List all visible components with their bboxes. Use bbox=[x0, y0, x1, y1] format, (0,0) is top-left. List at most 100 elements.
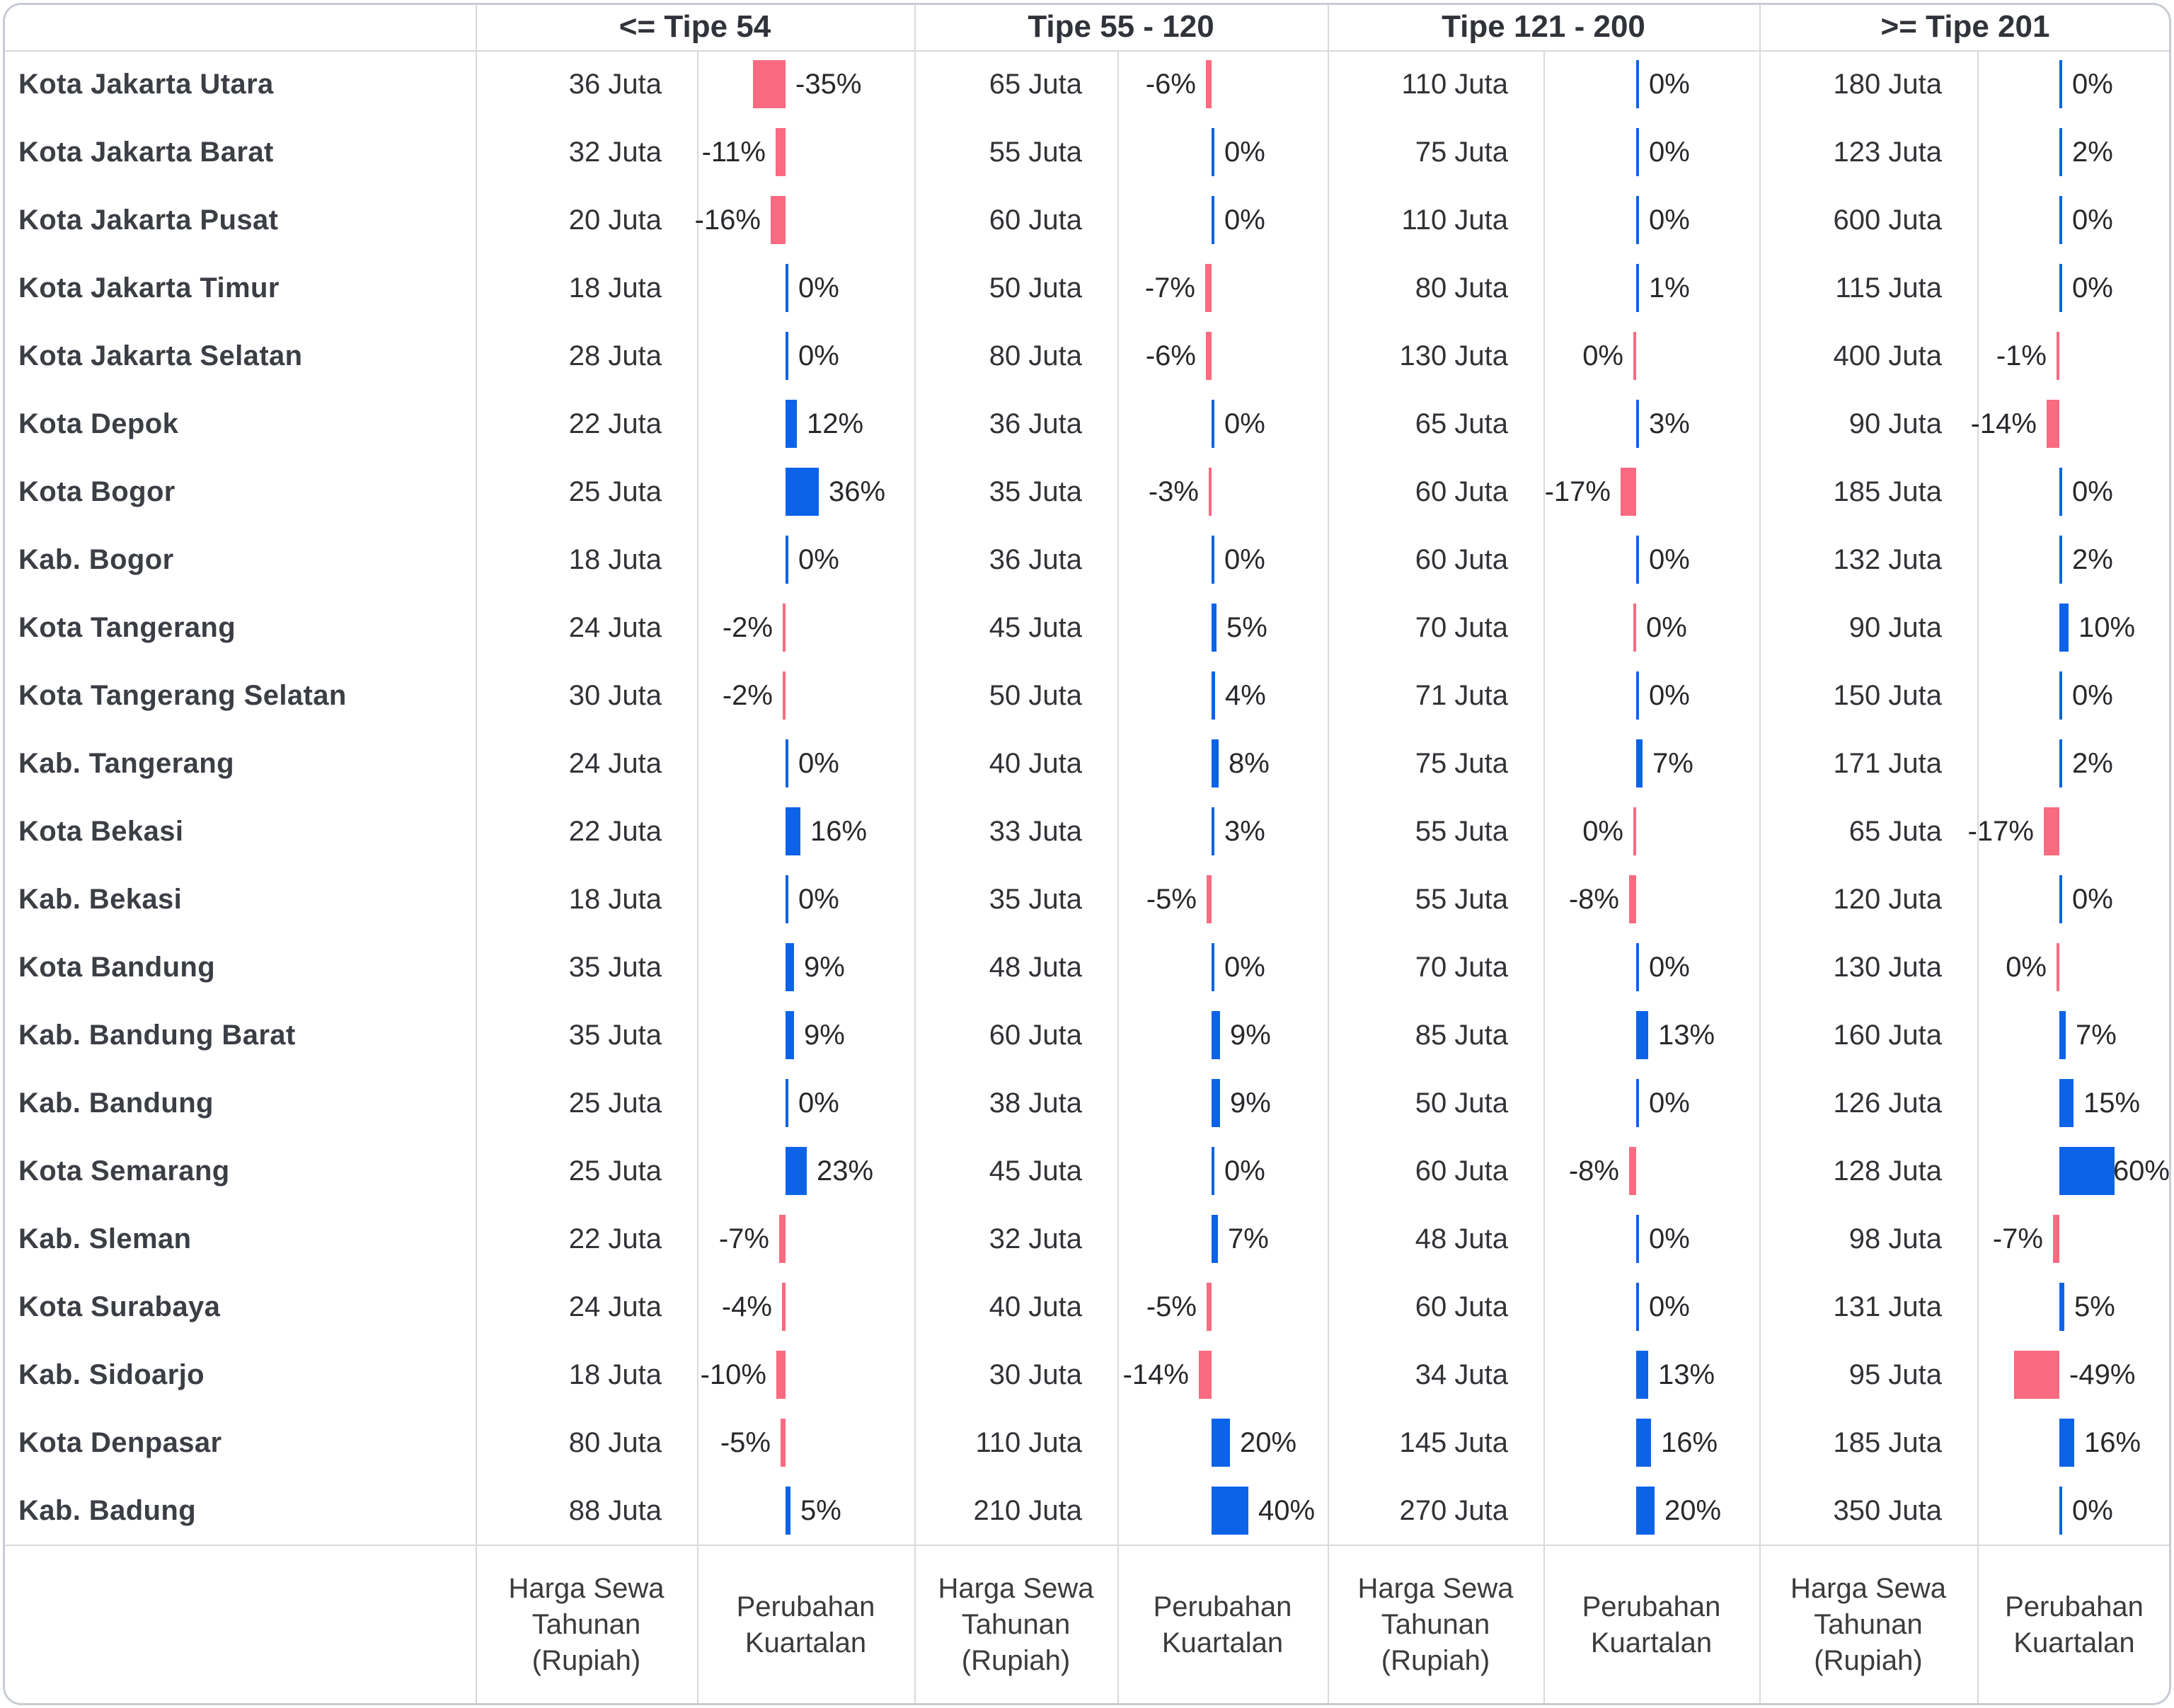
change-bar[interactable] bbox=[1212, 1487, 1248, 1535]
price-value[interactable]: 60 Juta bbox=[989, 204, 1082, 236]
price-value[interactable]: 60 Juta bbox=[1415, 1155, 1508, 1187]
change-bar[interactable] bbox=[776, 128, 786, 176]
price-value[interactable]: 50 Juta bbox=[989, 680, 1082, 711]
region-label[interactable]: Kota Depok bbox=[18, 408, 179, 439]
region-label[interactable]: Kab. Sidoarjo bbox=[18, 1359, 205, 1390]
change-bar[interactable] bbox=[1633, 807, 1636, 855]
change-bar[interactable] bbox=[1212, 536, 1214, 584]
region-label[interactable]: Kab. Bekasi bbox=[18, 884, 183, 915]
region-label[interactable]: Kota Jakarta Barat bbox=[18, 137, 274, 168]
change-bar[interactable] bbox=[1636, 128, 1639, 176]
region-label[interactable]: Kab. Bandung Barat bbox=[18, 1020, 296, 1051]
price-value[interactable]: 88 Juta bbox=[568, 1495, 662, 1526]
column-header-tipe-121-200[interactable]: Tipe 121 - 200 bbox=[1442, 9, 1645, 44]
price-value[interactable]: 35 Juta bbox=[568, 952, 662, 983]
change-bar[interactable] bbox=[1212, 1147, 1214, 1195]
region-label[interactable]: Kota Bekasi bbox=[18, 816, 184, 847]
price-value[interactable]: 45 Juta bbox=[989, 1155, 1082, 1187]
region-label[interactable]: Kab. Bandung bbox=[18, 1087, 214, 1119]
change-bar[interactable] bbox=[2059, 1283, 2064, 1331]
change-bar[interactable] bbox=[1636, 1487, 1655, 1535]
change-bar[interactable] bbox=[1212, 739, 1219, 787]
change-bar[interactable] bbox=[2053, 1215, 2059, 1263]
price-value[interactable]: 126 Juta bbox=[1833, 1087, 1942, 1119]
region-label[interactable]: Kab. Sleman bbox=[18, 1223, 192, 1254]
price-value[interactable]: 90 Juta bbox=[1848, 612, 1942, 643]
change-bar[interactable] bbox=[2059, 128, 2062, 176]
change-bar[interactable] bbox=[1212, 604, 1217, 652]
change-bar[interactable] bbox=[1212, 128, 1214, 176]
price-value[interactable]: 55 Juta bbox=[1415, 884, 1508, 915]
price-value[interactable]: 36 Juta bbox=[989, 544, 1082, 575]
price-value[interactable]: 130 Juta bbox=[1833, 952, 1942, 983]
price-value[interactable]: 80 Juta bbox=[568, 1427, 662, 1458]
change-bar[interactable] bbox=[771, 196, 786, 244]
change-bar[interactable] bbox=[1636, 1283, 1639, 1331]
price-value[interactable]: 115 Juta bbox=[1835, 272, 1943, 304]
change-bar[interactable] bbox=[2044, 807, 2059, 855]
price-value[interactable]: 30 Juta bbox=[989, 1359, 1082, 1390]
change-bar[interactable] bbox=[786, 739, 788, 787]
change-bar[interactable] bbox=[2057, 332, 2059, 380]
price-value[interactable]: 55 Juta bbox=[1415, 816, 1508, 847]
price-value[interactable]: 85 Juta bbox=[1415, 1020, 1508, 1051]
price-value[interactable]: 35 Juta bbox=[989, 884, 1082, 915]
price-value[interactable]: 48 Juta bbox=[989, 952, 1082, 983]
price-value[interactable]: 131 Juta bbox=[1833, 1291, 1942, 1322]
change-bar[interactable] bbox=[1212, 1215, 1218, 1263]
change-bar[interactable] bbox=[1633, 604, 1636, 652]
price-value[interactable]: 130 Juta bbox=[1399, 340, 1508, 371]
price-value[interactable]: 75 Juta bbox=[1415, 137, 1508, 168]
price-value[interactable]: 132 Juta bbox=[1833, 544, 1942, 575]
change-bar[interactable] bbox=[1206, 60, 1212, 108]
change-bar[interactable] bbox=[1636, 1011, 1648, 1059]
price-value[interactable]: 110 Juta bbox=[1401, 69, 1509, 100]
column-header-tipe-55-120[interactable]: Tipe 55 - 120 bbox=[1028, 9, 1214, 44]
price-value[interactable]: 35 Juta bbox=[989, 476, 1082, 507]
change-bar[interactable] bbox=[2059, 196, 2062, 244]
region-label[interactable]: Kab. Tangerang bbox=[18, 748, 234, 779]
price-value[interactable]: 18 Juta bbox=[568, 544, 662, 575]
change-bar[interactable] bbox=[1621, 468, 1636, 516]
price-value[interactable]: 185 Juta bbox=[1833, 476, 1942, 507]
price-value[interactable]: 35 Juta bbox=[568, 1020, 662, 1051]
price-value[interactable]: 22 Juta bbox=[568, 816, 662, 847]
change-bar[interactable] bbox=[1212, 196, 1214, 244]
price-value[interactable]: 65 Juta bbox=[989, 69, 1082, 100]
change-bar[interactable] bbox=[786, 264, 788, 312]
price-value[interactable]: 34 Juta bbox=[1415, 1359, 1508, 1390]
region-label[interactable]: Kota Jakarta Utara bbox=[18, 69, 274, 100]
price-value[interactable]: 70 Juta bbox=[1415, 612, 1508, 643]
price-value[interactable]: 145 Juta bbox=[1399, 1427, 1508, 1458]
price-value[interactable]: 400 Juta bbox=[1833, 340, 1942, 371]
change-bar[interactable] bbox=[786, 1011, 794, 1059]
change-bar[interactable] bbox=[2059, 875, 2062, 923]
change-bar[interactable] bbox=[783, 604, 786, 652]
change-bar[interactable] bbox=[2059, 1147, 2115, 1195]
change-bar[interactable] bbox=[781, 1419, 786, 1467]
price-value[interactable]: 25 Juta bbox=[568, 1087, 662, 1119]
price-value[interactable]: 70 Juta bbox=[1415, 952, 1508, 983]
change-bar[interactable] bbox=[1636, 400, 1639, 448]
price-value[interactable]: 36 Juta bbox=[568, 69, 662, 100]
price-value[interactable]: 40 Juta bbox=[989, 1291, 1082, 1322]
price-value[interactable]: 33 Juta bbox=[989, 816, 1082, 847]
change-bar[interactable] bbox=[779, 1215, 786, 1263]
price-value[interactable]: 98 Juta bbox=[1848, 1223, 1942, 1254]
change-bar[interactable] bbox=[786, 807, 800, 855]
column-header-tipe-54[interactable]: <= Tipe 54 bbox=[619, 9, 771, 44]
price-value[interactable]: 171 Juta bbox=[1833, 748, 1942, 779]
price-value[interactable]: 185 Juta bbox=[1833, 1427, 1942, 1458]
change-bar[interactable] bbox=[2059, 1011, 2066, 1059]
price-value[interactable]: 24 Juta bbox=[568, 748, 662, 779]
change-bar[interactable] bbox=[2059, 1419, 2074, 1467]
price-value[interactable]: 18 Juta bbox=[568, 272, 662, 304]
change-bar[interactable] bbox=[1636, 739, 1643, 787]
price-value[interactable]: 30 Juta bbox=[568, 680, 662, 711]
price-value[interactable]: 38 Juta bbox=[989, 1087, 1082, 1119]
region-label[interactable]: Kota Denpasar bbox=[18, 1427, 222, 1458]
change-bar[interactable] bbox=[786, 1487, 790, 1535]
price-value[interactable]: 20 Juta bbox=[568, 204, 662, 236]
price-value[interactable]: 32 Juta bbox=[568, 137, 662, 168]
price-value[interactable]: 45 Juta bbox=[989, 612, 1082, 643]
